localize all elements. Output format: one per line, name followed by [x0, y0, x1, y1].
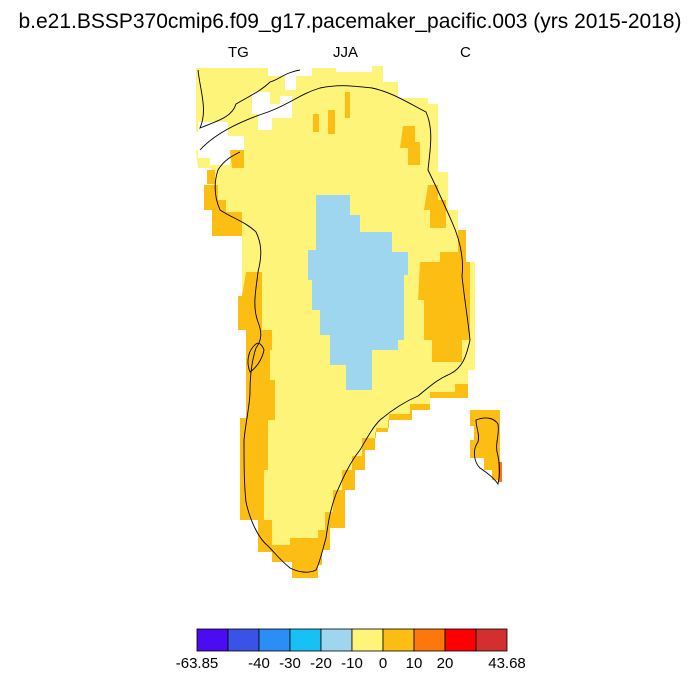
missing-data-area — [198, 122, 244, 165]
field-region-10-20 — [424, 185, 446, 228]
colorbar-swatch — [475, 628, 508, 652]
colorbar-swatch — [196, 628, 229, 652]
colorbar-tick-label: 10 — [405, 655, 423, 672]
field-region-20-plus — [498, 462, 502, 482]
coastline — [197, 69, 500, 573]
field-region-neg10-0 — [308, 195, 408, 390]
colorbar-swatch — [227, 628, 260, 652]
field-region-10-20 — [230, 150, 244, 168]
colorbar-tick-label: -63.85 — [175, 655, 219, 672]
colorbar-swatch — [413, 628, 446, 652]
field-region-10-20 — [204, 185, 242, 236]
colorbar-swatch — [289, 628, 322, 652]
field-region-10-20 — [313, 114, 319, 132]
colorbar-swatch — [382, 628, 415, 652]
variable-label: TG — [228, 44, 249, 61]
units-label: C — [460, 44, 471, 61]
field-region-10-20 — [418, 230, 470, 362]
colorbar-tick-label: -20 — [310, 655, 332, 672]
season-label: JJA — [333, 44, 359, 61]
colorbar-tick-label: 43.68 — [488, 655, 526, 672]
field-region-10-20 — [400, 126, 420, 165]
colorbar-tick-label: 20 — [436, 655, 454, 672]
field-region-10-20 — [345, 92, 350, 118]
field-region-10-20 — [238, 272, 468, 578]
missing-data-area — [252, 92, 292, 130]
colorbar-swatch — [444, 628, 477, 652]
colorbar-swatch — [320, 628, 353, 652]
colorbar-tick-label: -40 — [248, 655, 270, 672]
field-region-10-20 — [470, 410, 500, 480]
colorbar-swatch — [351, 628, 384, 652]
colorbar-tick-label: -30 — [279, 655, 301, 672]
colorbar-tick-label: 0 — [378, 655, 388, 672]
colorbar-swatch — [258, 628, 291, 652]
field-region-10-20 — [328, 110, 335, 134]
colorbar-tick-label: -10 — [341, 655, 363, 672]
plot-title: b.e21.BSSP370cmip6.f09_g17.pacemaker_pac… — [18, 10, 682, 33]
field-region-10-20 — [207, 170, 215, 184]
